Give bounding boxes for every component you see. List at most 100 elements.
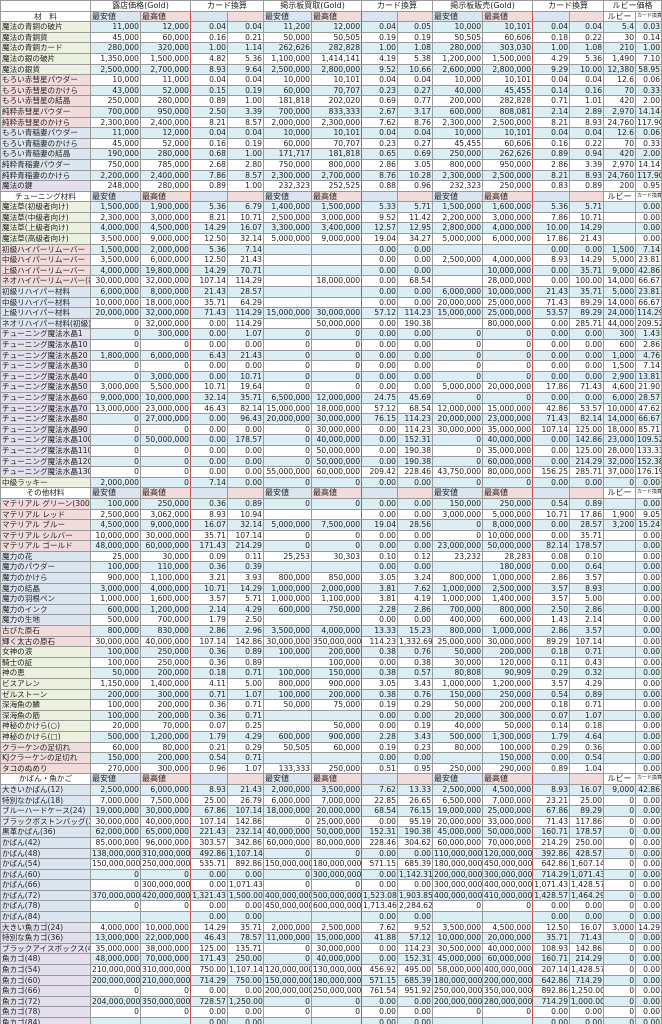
table-row[interactable]: 魚カゴ(60) 200,000,000 210,000,000 714.29 750.0…: [0, 974, 662, 987]
table-row[interactable]: かばん(54) 150,000,000 250,000,000 535.71 892.8…: [0, 858, 662, 870]
table-row[interactable]: チューニング魔法水晶130 0 0 0.00 0.00 55,000,000 60,000,…: [0, 466, 662, 478]
table-row[interactable]: 大きいかばん(12) 2,500,000 6,000,000 8.93 21.43 2,0…: [0, 783, 662, 796]
value-cell: 1,414,141: [311, 52, 363, 65]
table-row[interactable]: チューニング魔法水晶80 0 27,000,000 0.00 96.43 20,000,0…: [0, 413, 662, 425]
table-row[interactable]: 黒革かばん(36) 62,000,000 65,000,000 221.43 232.1…: [0, 826, 662, 838]
table-row[interactable]: チューニング魔法水晶20 1,800,000 6,000,000 6.43 21.43 0…: [0, 349, 662, 362]
table-row[interactable]: チューニング魔法水晶70 13,000,000 23,000,000 46.43 82.…: [0, 402, 662, 415]
table-row[interactable]: チューニング魔法水晶90 0 0 0.00 0.00 0 30,000,000 0.00 114…: [0, 423, 662, 436]
table-row[interactable]: 魔法の青銅の破片 11,000 12,000 0.04 0.04 11,200 12,000…: [0, 21, 662, 33]
table-row[interactable]: かばん(66) 0 300,000,000 0.00 1,071.43 0 0 0.00 0.0…: [0, 879, 662, 891]
table-row[interactable]: 中級ラッキー 2,000,000 0 7.14 0.00 0 0 0.00 0.00 0 0 0.00…: [0, 476, 662, 489]
table-row[interactable]: 中級リハイパー材料 10,000,000 18,000,000 35.71 64.29 0…: [0, 296, 662, 309]
table-row[interactable]: 魔法草(上級者向け) 4,000,000 4,500,000 14.29 16.07 3,…: [0, 222, 662, 235]
value-cell: 45.69: [397, 391, 434, 404]
value-cell: 50,505: [311, 31, 363, 44]
table-row[interactable]: マテリアル レッド 2,500,000 3,062,000 8.93 10.94 0.00…: [0, 508, 662, 521]
table-row[interactable]: 輝く太古の原石 30,000,000 40,000,000 107.14 142.86 3…: [0, 635, 662, 648]
table-row[interactable]: 魚カゴ(54) 210,000,000 310,000,000 750.00 1,107…: [0, 964, 662, 976]
table-row[interactable]: 上級リハイパー材料 20,000,000 32,000,000 71.43 114.29…: [0, 307, 662, 319]
table-row[interactable]: 魚カゴ(78) 0 0 0.00 0.00 0 0 0.00 0.00 0 0 0.00 0.00 0 0.…: [0, 1006, 662, 1018]
table-row[interactable]: 純粋赤彗星のかけら 2,300,000 2,400,000 8.21 8.57 2,000…: [0, 116, 662, 129]
table-row[interactable]: もろい青稲妻パウダー 11,000 12,000 0.04 0.04 10,000 10,1…: [0, 127, 662, 139]
table-row[interactable]: チューニング魔法水晶110 0 0 0.00 0.00 0 50,000,000 0.00 19…: [0, 444, 662, 457]
table-row[interactable]: 特別なかばん(18) 7,000,000 7,500,000 25.00 26.79 6,…: [0, 794, 662, 807]
table-row[interactable]: もろい赤彗星のかけら 43,000 52,000 0.15 0.19 60,000 70,7…: [0, 84, 662, 97]
table-row[interactable]: ネオリハイパー材料(初級) 0 32,000,000 0.00 114.29 50,000…: [0, 317, 662, 330]
table-row[interactable]: ビスアレン 1,150,000 1,400,000 4.11 5.00 800,000 90…: [0, 678, 662, 690]
table-row[interactable]: 魔法の銀貨 2,500,000 2,700,000 8.93 9.64 2,500,000…: [0, 63, 662, 76]
table-row[interactable]: 上級ハイパーリムーバー 4,000,000 19,800,000 14.29 70.71…: [0, 264, 662, 277]
table-row[interactable]: かばん(72) 370,000,000 420,000,000 1,321.43 1,5…: [0, 889, 662, 902]
table-row[interactable]: 大きい魚カゴ(24) 4,000,000 10,000,000 14.29 35.71 2…: [0, 921, 662, 934]
table-row[interactable]: マテリアル ブルー 4,500,000 9,000,000 16.07 32.14 5,0…: [0, 519, 662, 531]
table-row[interactable]: ブラックボストンバッグ(30)30,000,00040,000,000107.1…: [0, 815, 662, 828]
table-row[interactable]: 魔力の羽根ペン 1,000,000 1,600,000 3.57 5.71 1,000,0…: [0, 593, 662, 605]
table-row[interactable]: クラーケンの足切れ 60,000 80,000 0.21 0.29 50,505 60,00…: [0, 741, 662, 754]
table-row[interactable]: 騎士の証 100,000 250,000 0.36 0.89 100,000 0.00 0.3…: [0, 656, 662, 669]
table-row[interactable]: 魚カゴ(66) 0 0 0.00 0.00 200,000,000 250,000,000 7…: [0, 985, 662, 997]
table-row[interactable]: 魔力のインク 600,000 1,200,000 2.14 4.29 600,000 750…: [0, 603, 662, 616]
table-row[interactable]: かばん(48) 138,000,000 310,000,000 492.86 1,107…: [0, 847, 662, 860]
table-row[interactable]: 魔法の青銅貨 45,000 60,000 0.16 0.21 50,000 50,505 0.…: [0, 31, 662, 44]
table-row[interactable]: 初級ハイパーリムーバー 1,500,000 2,000,000 5.36 7.14 0.0…: [0, 243, 662, 256]
table-row[interactable]: 魔力の結晶 3,000,000 4,000,000 10.71 14.29 1,000,0…: [0, 582, 662, 595]
table-row[interactable]: 魔力の生地 500,000 700,000 1.79 2.50 0.00 0.00 400,0…: [0, 614, 662, 627]
table-row[interactable]: ブラックアイスボックス(42) 35,000,000 38,000,000 125.0…: [0, 942, 662, 955]
table-row[interactable]: 神秘のかけら(○) 20,000 70,000 0.07 0.25 50,000 0.00 0…: [0, 720, 662, 732]
table-row[interactable]: 魔法の青銅カード 280,000 320,000 1.00 1.14 262,626 282…: [0, 42, 662, 54]
table-row[interactable]: チューニング魔法水晶50 3,000,000 5,500,000 10.71 19.64…: [0, 381, 662, 393]
table-row[interactable]: 魔法草(中級者向け) 2,300,000 3,000,000 8.21 10.71 2,5…: [0, 211, 662, 224]
table-row[interactable]: チューニング魔法水晶100 0 50,000,000 0.00 178.57 0 40,00…: [0, 434, 662, 446]
table-row[interactable]: 魔力の花 25,000 30,000 0.09 0.11 25,253 30,303 0.10…: [0, 550, 662, 563]
table-row[interactable]: 魚カゴ(84) 0.00 0.00 0.00 0.00 0.00 0.00 0 0.00: [0, 1017, 662, 1024]
value-cell: 0.54: [532, 688, 571, 701]
table-row[interactable]: 古びた原石 800,000 830,000 2.86 2.96 3,500,000 4,00…: [0, 625, 662, 637]
table-row[interactable]: KJクラーケンの足切れ 150,000 200,000 0.54 0.71 0.00 0.0…: [0, 752, 662, 764]
table-row[interactable]: 魔法草(高級者向け) 3,500,000 9,000,000 12.50 32.14 5,…: [0, 233, 662, 245]
table-row[interactable]: マテリアル シルバー 10,000,000 30,000,000 35.71 107.1…: [0, 529, 662, 542]
table-row[interactable]: 魚カゴ(72) 204,000,000 350,000,000 728.57 1,250…: [0, 995, 662, 1008]
table-row[interactable]: かばん(42) 85,000,000 96,000,000 303.57 342.86 6…: [0, 836, 662, 849]
table-row[interactable]: かばん(60) 0 0 0.00 0.00 0 300,000,000 0.00 1,142.3…: [0, 868, 662, 881]
table-row[interactable]: 深海魚の鱗 100,000 200,000 0.36 0.71 50,000 75,000 0…: [0, 699, 662, 711]
value-cell: 0.25: [227, 720, 265, 732]
table-row[interactable]: 魔法の銀の破片 1,350,000 1,500,000 4.82 5.36 1,100,0…: [0, 52, 662, 65]
table-row[interactable]: 初級リハイパー材料 6,000,000 8,000,000 21.43 28.57 0.0…: [0, 286, 662, 298]
table-row[interactable]: 特別な魚カゴ(36) 13,000,000 22,000,000 46.43 78.57…: [0, 932, 662, 944]
table-row[interactable]: 純粋青稲妻パウダー 750,000 785,000 2.68 2.80 750,000 80…: [0, 158, 662, 171]
value-cell: 3,500,000: [311, 783, 363, 796]
table-row[interactable]: チューニング魔法水晶30 0 0 0.00 0.00 0 0 0.00 0.00 0 0 0.00 0.…: [0, 360, 662, 372]
table-row[interactable]: 中級ハイパーリムーバー 3,500,000 6,000,000 12.50 21.43 0…: [0, 254, 662, 266]
table-row[interactable]: チューニング魔法水晶40 0 3,000,000 0.00 10.71 0 0 0.00 0.0…: [0, 370, 662, 383]
table-row[interactable]: もろい赤彗星の結晶 250,000 280,000 0.89 1.00 181,818 20…: [0, 95, 662, 107]
table-row[interactable]: もろい青稲妻の結晶 190,000 280,000 0.68 1.00 171,717 18…: [0, 148, 662, 160]
table-row[interactable]: 魔法の鍵 248,000 280,000 0.89 1.00 232,323 252,525…: [0, 180, 662, 192]
table-row[interactable]: チューニング魔法水晶120 0 0 0.00 0.00 0 50,000,000 0.00 19…: [0, 455, 662, 468]
table-row[interactable]: 純粋青稲妻のかけら 2,200,000 2,400,000 7.86 8.57 2,300…: [0, 169, 662, 182]
table-row[interactable]: チューニング魔法水晶60 9,000,000 10,000,000 32.14 35.7…: [0, 391, 662, 404]
table-row[interactable]: マテリアル ゴールド 48,000,000 60,000,000 171.43 214.…: [0, 540, 662, 552]
table-row[interactable]: 魔力のかけら 900,000 1,100,000 3.21 3.93 800,000 850…: [0, 572, 662, 584]
table-row[interactable]: 魚カゴ(48) 48,000,000 70,000,000 171.43 250.00 0…: [0, 953, 662, 966]
table-row[interactable]: マテリアル グリーン(300k) 100,000 250,000 0.36 0.89 0 0…: [0, 497, 662, 510]
table-row[interactable]: もろい赤彗星パウダー 10,000 11,000 0.04 0.04 10,000 10,1…: [0, 74, 662, 86]
table-row[interactable]: チューニング魔法水晶1 0 300,000 0.00 1.07 0 0 0.00 0.00 0 0 0…: [0, 328, 662, 340]
table-row[interactable]: かばん(84) 0.00 0.00 0.00 0.00 0.00 0.00 0 0.00: [0, 911, 662, 923]
table-row[interactable]: もろい青稲妻のかけら 45,000 52,000 0.16 0.19 60,000 70,7…: [0, 137, 662, 150]
table-row[interactable]: 神の恵 50,000 200,000 0.18 0.71 100,000 150,000 0.…: [0, 667, 662, 679]
table-row[interactable]: 魔法草(初級者向け) 1,500,000 1,900,000 5.36 6.79 1,40…: [0, 201, 662, 213]
table-row[interactable]: 魔力のパウダー 100,000 110,000 0.36 0.39 0.00 0.00 180…: [0, 561, 662, 574]
value-cell: 500,000: [432, 730, 484, 743]
table-row[interactable]: ブルーハードケース(24) 19,000,000 30,000,000 67.86 10…: [0, 805, 662, 817]
table-row[interactable]: ゼルストーン 200,000 300,000 0.71 1.07 100,000 200,0…: [0, 688, 662, 701]
table-row[interactable]: チューニング魔法水晶10 0 0 0.00 0.00 0 0 0.00 0.00 0 0 0.00 0.…: [0, 339, 662, 351]
value-cell: [263, 243, 313, 256]
table-row[interactable]: かばん(78) 0 0 0.00 0.00 450,000,000 600,000,000 1…: [0, 900, 662, 913]
table-row[interactable]: 神秘のかけら(□) 500,000 1,200,000 1.79 4.29 600,000…: [0, 730, 662, 743]
table-row[interactable]: 深海魚の筋 100,000 200,000 0.36 0.71 0.00 0.00 20,00…: [0, 709, 662, 722]
table-row[interactable]: ネオハイパーリムーバー(初級)30,000,00032,000,000107.1…: [0, 275, 662, 288]
table-row[interactable]: 女神の涙 100,000 250,000 0.36 0.89 100,000 200,000…: [0, 646, 662, 658]
table-row[interactable]: タコのぬめり 270,000 300,000 0.96 1.07 133,333 250,0…: [0, 762, 662, 775]
table-row[interactable]: 純粋赤彗星パウダー 700,000 950,000 2.50 3.39 700,000 83…: [0, 105, 662, 118]
